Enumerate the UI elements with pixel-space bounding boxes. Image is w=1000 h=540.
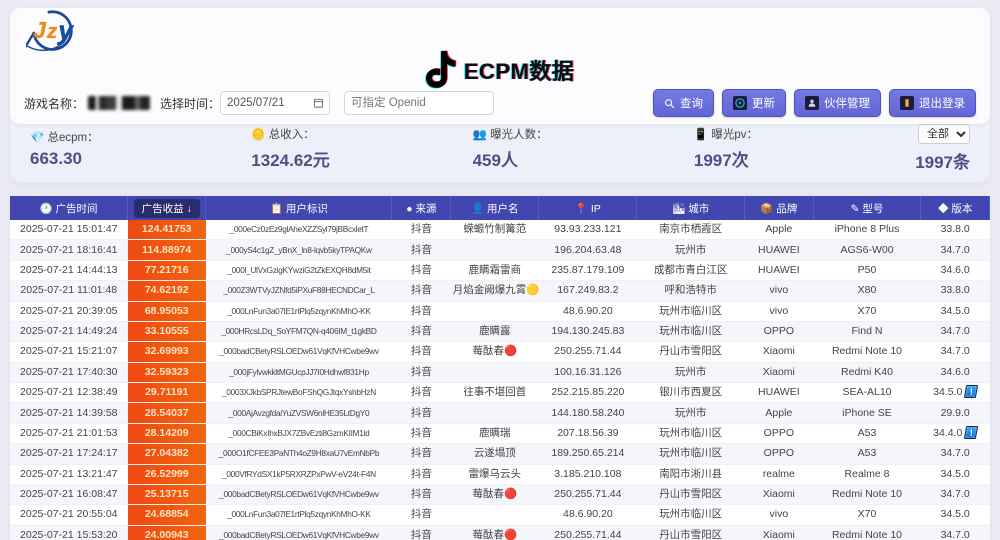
svg-text:z: z xyxy=(46,21,57,43)
svg-text:y: y xyxy=(56,15,74,45)
svg-text:J: J xyxy=(33,17,47,43)
